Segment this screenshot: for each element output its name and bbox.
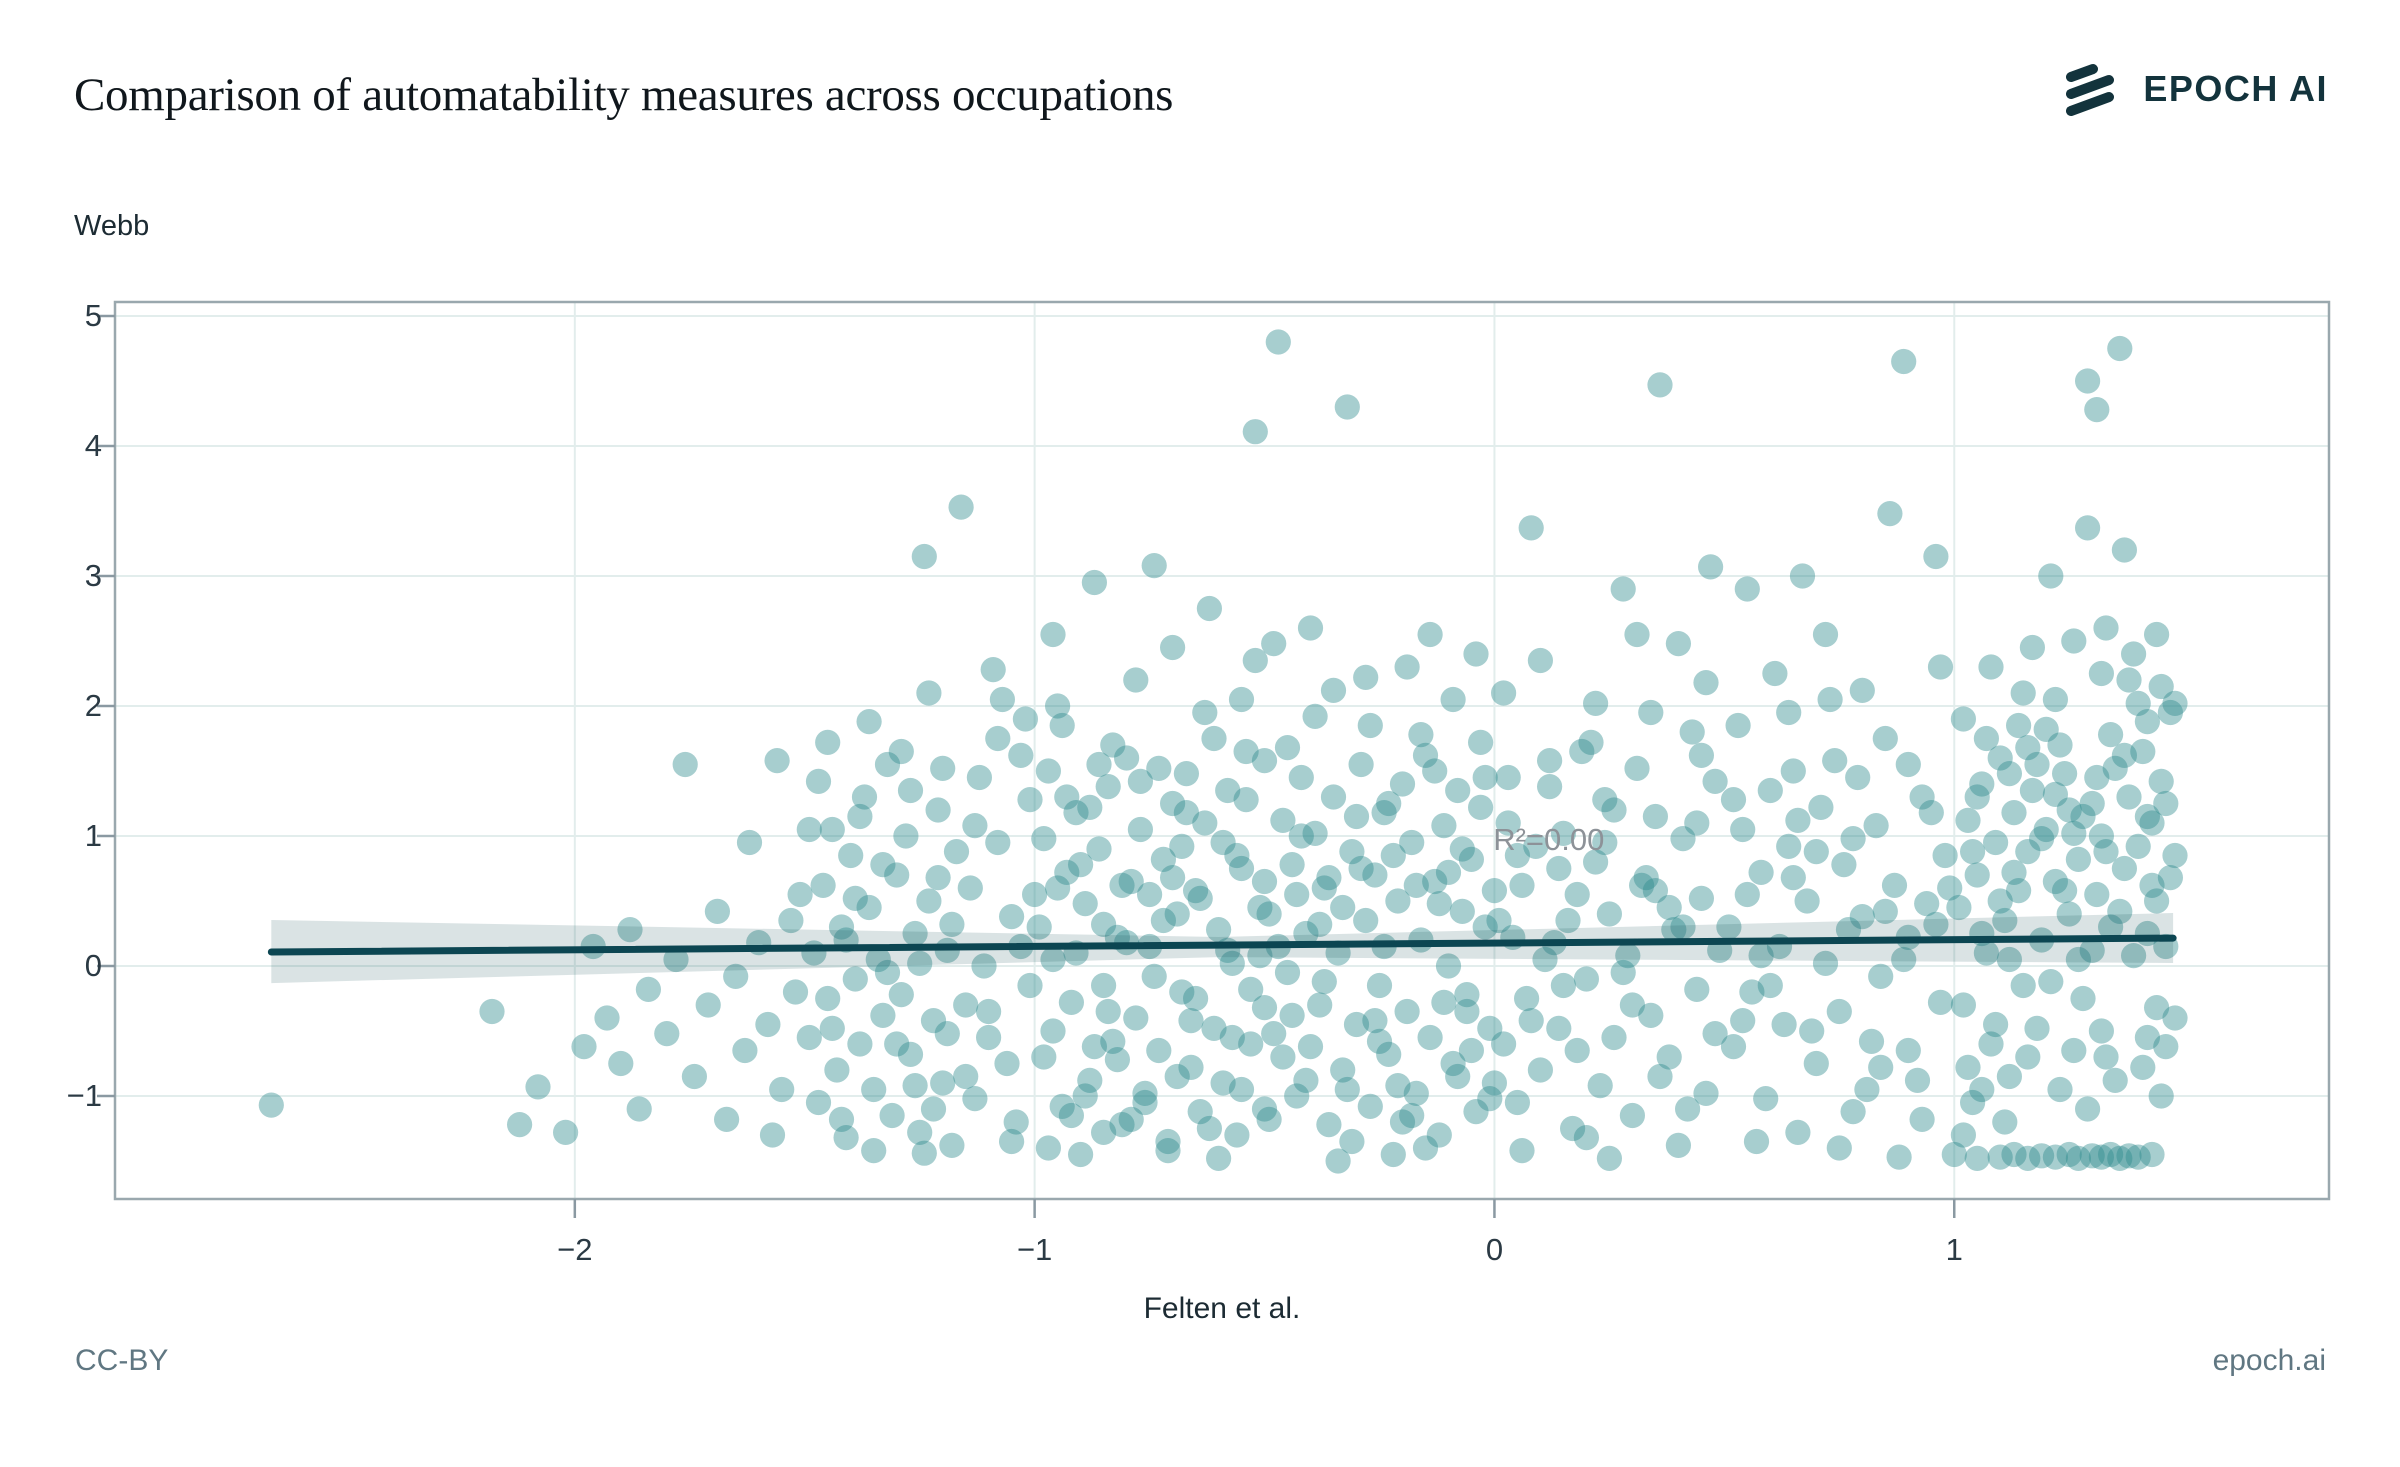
epoch-site-link[interactable]: epoch.ai: [2212, 1344, 2326, 1377]
y-tick-label: 0: [84, 948, 102, 984]
x-tick-label: −2: [557, 1232, 593, 1267]
x-tick-label: 1: [1945, 1232, 1963, 1267]
x-axis-label: Felten et al.: [1143, 1292, 1301, 1325]
x-tick-label: −1: [1016, 1232, 1053, 1267]
y-axis-label: Webb: [74, 210, 150, 242]
y-tick-label: 4: [84, 428, 102, 464]
y-tick-label: 1: [84, 818, 102, 854]
r-squared-annotation: R²=0.00: [1493, 821, 1605, 857]
y-tick-label: 5: [84, 298, 102, 334]
y-tick-label: 3: [84, 558, 102, 594]
page-title: Comparison of automatability measures ac…: [74, 69, 1174, 121]
epoch-logo-icon: [2065, 60, 2115, 118]
x-tick-label: 0: [1485, 1232, 1504, 1267]
y-tick-label: −1: [66, 1078, 102, 1114]
epoch-logo-text: EPOCH AI: [2143, 68, 2328, 109]
license-label: CC-BY: [75, 1344, 169, 1377]
y-tick-label: 2: [84, 688, 102, 724]
epoch-ai-logo: EPOCH AI: [2065, 60, 2328, 118]
